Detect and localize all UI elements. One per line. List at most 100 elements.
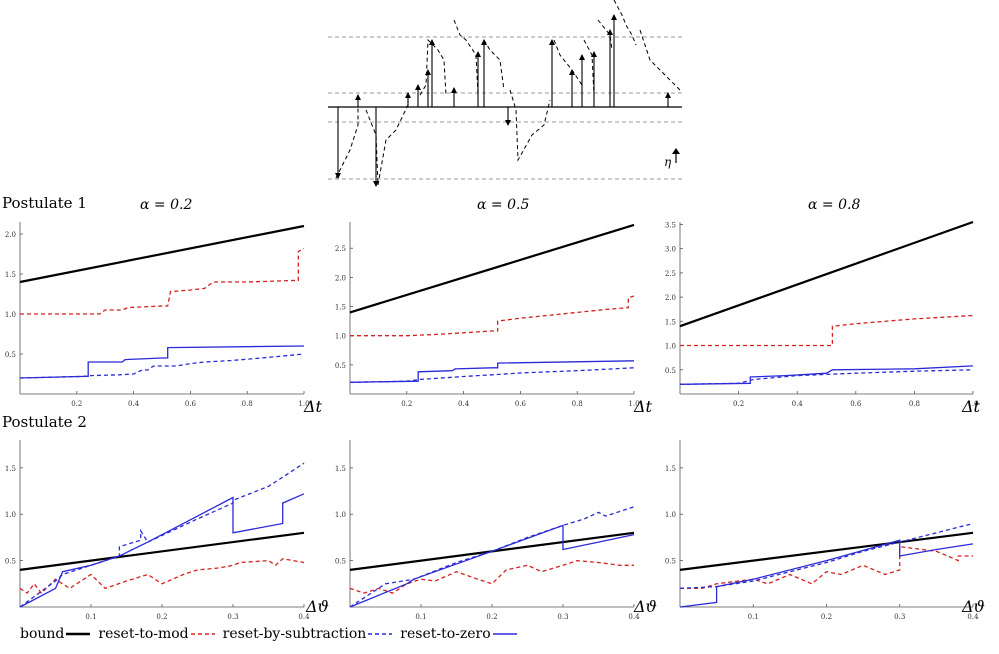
y-tick-label: 1.5 xyxy=(335,465,346,473)
x-tick-label: 0.6 xyxy=(850,400,862,408)
y-tick-label: 1.0 xyxy=(335,511,346,519)
chart-postulate1-alpha-0.8: 0.2 0.4 0.6 0.8 1.0 0.5 1.0 1.5 2.0 2.5 3.0 3.5 xyxy=(665,220,979,408)
x-tick-label: 0.4 xyxy=(792,400,804,408)
y-tick-label: 2.0 xyxy=(335,274,346,282)
x-axis-label-dt-2: Δt xyxy=(634,397,652,416)
y-tick-label: 1.5 xyxy=(5,465,16,473)
legend-swatch-bound xyxy=(66,632,91,636)
series-bound xyxy=(19,224,305,284)
x-tick-label: 1.0 xyxy=(628,400,639,408)
y-tick-label: 1.0 xyxy=(665,343,676,351)
x-axis-label-dtheta-3: Δϑ xyxy=(962,597,985,616)
x-tick-label: 0.3 xyxy=(894,613,905,621)
y-tick-label: 3.0 xyxy=(665,246,676,254)
series-reset-to-mod xyxy=(20,247,305,315)
x-tick-label: 0.1 xyxy=(85,613,96,621)
x-tick-label: 0.4 xyxy=(128,400,140,408)
spike-arrow xyxy=(611,14,617,107)
legend-swatch-reset-to-mod xyxy=(190,633,215,635)
spike-arrow xyxy=(475,51,481,107)
y-tick-label: 1.0 xyxy=(5,511,16,519)
y-tick-label: 2.0 xyxy=(5,231,16,239)
y-tick-label: 3.5 xyxy=(665,221,676,229)
x-tick-label: 0.8 xyxy=(242,400,253,408)
spike-arrows xyxy=(335,14,671,187)
y-tick-label: 1.0 xyxy=(665,511,676,519)
spike-arrow xyxy=(505,107,511,126)
x-tick-label: 0.6 xyxy=(515,400,527,408)
legend-swatch-reset-by-subtraction xyxy=(368,633,393,635)
series-reset-by-subtraction xyxy=(679,369,974,385)
spike-arrow xyxy=(451,87,457,107)
legend-item-bound: bound xyxy=(20,626,94,642)
series-reset-by-subtraction xyxy=(349,367,635,383)
x-axis-label-dt-3: Δt xyxy=(962,397,980,416)
chart-postulate2-alpha-0.2: 0.1 0.2 0.3 0.4 0.5 1.0 1.5 xyxy=(5,440,310,621)
x-tick-label: 0.6 xyxy=(185,400,197,408)
y-tick-label: 1.5 xyxy=(5,271,16,279)
legend-label-reset-by-subtraction: reset-by-subtraction xyxy=(222,626,367,642)
y-tick-label: 1.5 xyxy=(665,465,676,473)
spike-arrow xyxy=(415,84,421,107)
spike-schematic-diagram: η xyxy=(328,0,682,187)
x-tick-label: 0.1 xyxy=(748,613,759,621)
series-reset-by-subtraction xyxy=(349,506,635,608)
y-tick-label: 1.5 xyxy=(335,304,346,312)
eta-arrow-icon xyxy=(672,148,680,163)
legend-swatch-reset-to-zero xyxy=(492,633,517,635)
y-tick-label: 1.0 xyxy=(335,333,346,341)
y-tick-label: 0.5 xyxy=(5,351,16,359)
x-tick-label: 0.4 xyxy=(967,613,979,621)
series-reset-to-mod xyxy=(349,559,634,594)
membrane-trace xyxy=(335,0,681,186)
x-tick-label: 0.2 xyxy=(401,400,412,408)
series-reset-by-subtraction xyxy=(19,462,305,608)
x-tick-label: 0.3 xyxy=(557,613,568,621)
x-axis-label-dtheta-1: Δϑ xyxy=(306,597,329,616)
series-reset-to-zero xyxy=(349,360,635,383)
x-tick-label: 0.8 xyxy=(909,400,920,408)
y-tick-label: 2.0 xyxy=(665,294,676,302)
spike-arrow xyxy=(481,39,487,107)
y-tick-label: 0.5 xyxy=(5,558,16,566)
x-tick-label: 0.2 xyxy=(486,613,497,621)
x-tick-label: 0.3 xyxy=(227,613,238,621)
x-tick-label: 0.2 xyxy=(733,400,744,408)
spike-arrow xyxy=(335,107,341,179)
spike-arrow xyxy=(429,39,435,107)
x-axis-label-dtheta-2: Δϑ xyxy=(634,597,657,616)
x-tick-label: 0.2 xyxy=(156,613,167,621)
series-reset-to-mod xyxy=(680,314,974,347)
x-tick-label: 0.1 xyxy=(415,613,426,621)
spike-arrow xyxy=(665,92,671,107)
x-tick-label: 0.4 xyxy=(628,613,640,621)
series-reset-to-zero xyxy=(349,524,635,608)
spike-arrow xyxy=(579,54,585,107)
series-reset-to-mod xyxy=(350,295,635,337)
chart-postulate1-alpha-0.2: 0.2 0.4 0.6 0.8 1.0 0.5 1.0 1.5 2.0 xyxy=(5,222,310,408)
y-tick-label: 1.0 xyxy=(5,311,16,319)
alpha-label-0.2: α = 0.2 xyxy=(140,197,193,213)
spike-arrow xyxy=(569,69,575,107)
series-reset-to-zero xyxy=(679,365,974,385)
legend-item-reset-by-subtraction: reset-by-subtraction xyxy=(223,626,397,642)
x-tick-label: 0.2 xyxy=(821,613,832,621)
spike-arrow xyxy=(405,92,411,107)
series-bound xyxy=(19,531,305,571)
legend-label-bound: bound xyxy=(20,626,65,642)
legend: bound reset-to-mod reset-by-subtraction … xyxy=(20,626,525,642)
series-reset-to-mod xyxy=(680,545,973,590)
eta-label: η xyxy=(664,155,672,169)
y-tick-label: 2.5 xyxy=(665,270,676,278)
x-tick-label: 1.0 xyxy=(298,400,309,408)
chart-postulate2-alpha-0.8: 0.1 0.2 0.3 0.4 0.5 1.0 1.5 xyxy=(665,440,979,621)
spike-arrow xyxy=(549,39,555,107)
chart-postulate1-alpha-0.5: 0.2 0.4 0.6 0.8 1.0 0.5 1.0 1.5 2.0 2.5 xyxy=(335,222,640,408)
x-tick-label: 0.4 xyxy=(298,613,310,621)
y-tick-label: 0.5 xyxy=(665,367,676,375)
y-tick-label: 1.5 xyxy=(665,318,676,326)
alpha-label-0.8: α = 0.8 xyxy=(808,197,861,213)
row-label-postulate-1: Postulate 1 xyxy=(2,194,87,212)
alpha-label-0.5: α = 0.5 xyxy=(477,197,530,213)
series-bound xyxy=(349,223,635,314)
